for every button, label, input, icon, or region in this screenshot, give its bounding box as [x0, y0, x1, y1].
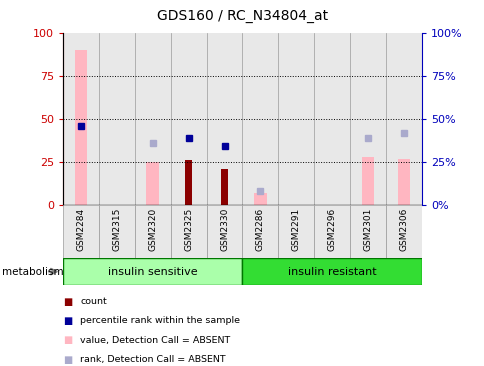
- Bar: [170, 205, 206, 258]
- Text: GSM2325: GSM2325: [184, 208, 193, 251]
- Bar: [135, 205, 170, 258]
- Bar: [361, 157, 374, 205]
- Text: value, Detection Call = ABSENT: value, Detection Call = ABSENT: [80, 336, 230, 345]
- Text: GSM2315: GSM2315: [112, 208, 121, 251]
- Bar: [349, 33, 385, 205]
- Bar: [206, 33, 242, 205]
- Bar: [314, 33, 349, 205]
- Text: ■: ■: [63, 335, 72, 346]
- Bar: [349, 205, 385, 258]
- Bar: [99, 205, 135, 258]
- Text: GSM2301: GSM2301: [363, 208, 372, 251]
- Text: insulin resistant: insulin resistant: [287, 267, 376, 277]
- Text: GSM2284: GSM2284: [76, 208, 85, 251]
- Text: GSM2330: GSM2330: [220, 208, 228, 251]
- Bar: [278, 33, 314, 205]
- Bar: [254, 193, 266, 205]
- Bar: [385, 33, 421, 205]
- Bar: [99, 33, 135, 205]
- Bar: [206, 205, 242, 258]
- Text: percentile rank within the sample: percentile rank within the sample: [80, 317, 240, 325]
- Text: GDS160 / RC_N34804_at: GDS160 / RC_N34804_at: [157, 10, 327, 23]
- Bar: [242, 33, 278, 205]
- Text: metabolism: metabolism: [2, 266, 64, 277]
- Bar: [63, 205, 99, 258]
- Text: count: count: [80, 297, 106, 306]
- Text: rank, Detection Call = ABSENT: rank, Detection Call = ABSENT: [80, 355, 225, 364]
- Bar: [385, 205, 421, 258]
- Bar: [397, 158, 409, 205]
- Text: ■: ■: [63, 355, 72, 365]
- Text: ■: ■: [63, 316, 72, 326]
- Text: insulin sensitive: insulin sensitive: [108, 267, 197, 277]
- Bar: [278, 205, 314, 258]
- Bar: [185, 160, 192, 205]
- Text: GSM2291: GSM2291: [291, 208, 300, 251]
- Bar: [146, 162, 159, 205]
- Text: GSM2296: GSM2296: [327, 208, 336, 251]
- Text: GSM2286: GSM2286: [256, 208, 264, 251]
- Text: ■: ■: [63, 296, 72, 307]
- Text: GSM2320: GSM2320: [148, 208, 157, 251]
- Bar: [63, 33, 99, 205]
- Bar: [314, 205, 349, 258]
- Bar: [135, 33, 170, 205]
- Bar: [242, 258, 421, 285]
- Text: GSM2306: GSM2306: [399, 208, 408, 251]
- Bar: [63, 258, 242, 285]
- Bar: [221, 169, 227, 205]
- Bar: [75, 50, 87, 205]
- Bar: [170, 33, 206, 205]
- Bar: [242, 205, 278, 258]
